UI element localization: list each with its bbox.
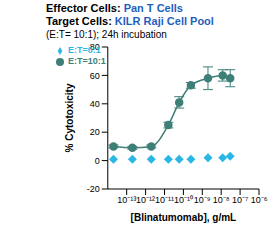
svg-text:[Blinatumomab], g/mL: [Blinatumomab], g/mL [131, 212, 237, 223]
svg-text:80: 80 [90, 42, 100, 52]
svg-text:10⁻⁹: 10⁻⁹ [194, 195, 211, 205]
svg-text:10⁻⁸: 10⁻⁸ [213, 195, 230, 205]
svg-text:-20: -20 [87, 184, 100, 194]
svg-text:10⁻¹³: 10⁻¹³ [117, 195, 136, 205]
svg-text:% Cytotoxicity: % Cytotoxicity [64, 83, 75, 152]
svg-text:10⁻⁶: 10⁻⁶ [251, 195, 268, 205]
svg-text:10⁻¹¹: 10⁻¹¹ [155, 195, 174, 205]
svg-text:60: 60 [90, 71, 100, 81]
svg-text:0: 0 [95, 156, 100, 166]
svg-text:10⁻⁷: 10⁻⁷ [232, 195, 248, 205]
svg-text:20: 20 [90, 127, 100, 137]
svg-text:40: 40 [90, 99, 100, 109]
svg-text:10⁻¹⁰: 10⁻¹⁰ [174, 195, 193, 205]
svg-text:10⁻¹²: 10⁻¹² [136, 195, 155, 205]
